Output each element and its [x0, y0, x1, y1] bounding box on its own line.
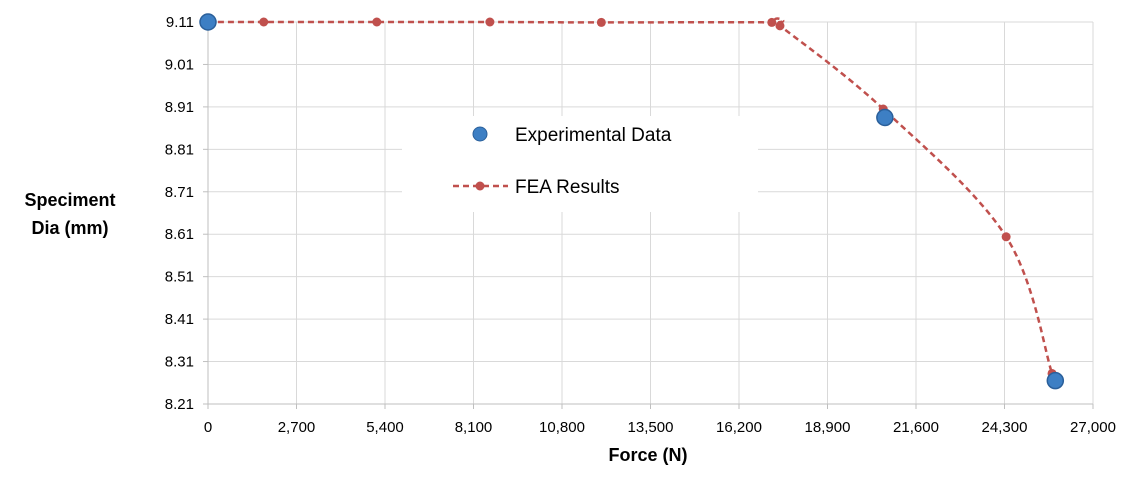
- y-tick-label: 8.81: [165, 141, 194, 158]
- x-tick-label: 10,800: [539, 419, 585, 436]
- legend: Experimental Data FEA Results: [402, 116, 758, 212]
- fea-results-line: [207, 17, 1054, 374]
- y-tick-label: 9.01: [165, 56, 194, 73]
- x-tick-label: 2,700: [278, 419, 316, 436]
- x-tick-label: 0: [204, 419, 212, 436]
- y-tick-label: 8.41: [165, 311, 194, 328]
- axes: 0 2,700 5,400 8,100 10,800 13,500 16,200 18,900…: [165, 14, 1116, 436]
- experimental-data-point: [876, 108, 894, 127]
- fea-results-point: [596, 17, 606, 27]
- legend-label-fea: FEA Results: [515, 177, 620, 198]
- legend-marker-experimental: [472, 126, 488, 142]
- fea-results-point: [259, 17, 269, 27]
- x-tick-label: 8,100: [455, 419, 493, 436]
- y-tick-label: 8.61: [165, 226, 194, 243]
- legend-background: [402, 116, 758, 212]
- legend-label-experimental: Experimental Data: [515, 125, 672, 146]
- fea-results-point: [372, 17, 382, 27]
- y-tick-label: 8.31: [165, 354, 194, 371]
- fea-results-point: [1001, 232, 1011, 242]
- x-tick-label: 18,900: [805, 419, 851, 436]
- x-tick-label: 13,500: [628, 419, 674, 436]
- legend-marker-fea: [475, 181, 485, 191]
- y-tick-label: 8.51: [165, 269, 194, 286]
- y-tick-label: 8.71: [165, 184, 194, 201]
- x-tick-label: 24,300: [982, 419, 1028, 436]
- y-axis-title-line-2: Dia (mm): [31, 218, 108, 238]
- plot-area: [199, 13, 1065, 390]
- fea-results-point: [775, 21, 785, 31]
- y-tick-label: 8.91: [165, 99, 194, 116]
- fea-results-point: [767, 17, 777, 27]
- y-axis-title-line-1: Speciment: [24, 190, 115, 210]
- y-tick-label: 8.21: [165, 396, 194, 413]
- experimental-data-point: [199, 13, 217, 31]
- experimental-data-point: [1046, 371, 1065, 390]
- x-tick-label: 16,200: [716, 419, 762, 436]
- x-axis-title: Force (N): [608, 445, 687, 465]
- fea-results-point: [485, 17, 495, 27]
- y-tick-label: 9.11: [166, 14, 194, 31]
- x-tick-label: 27,000: [1070, 419, 1116, 436]
- x-tick-label: 5,400: [366, 419, 404, 436]
- x-tick-label: 21,600: [893, 419, 939, 436]
